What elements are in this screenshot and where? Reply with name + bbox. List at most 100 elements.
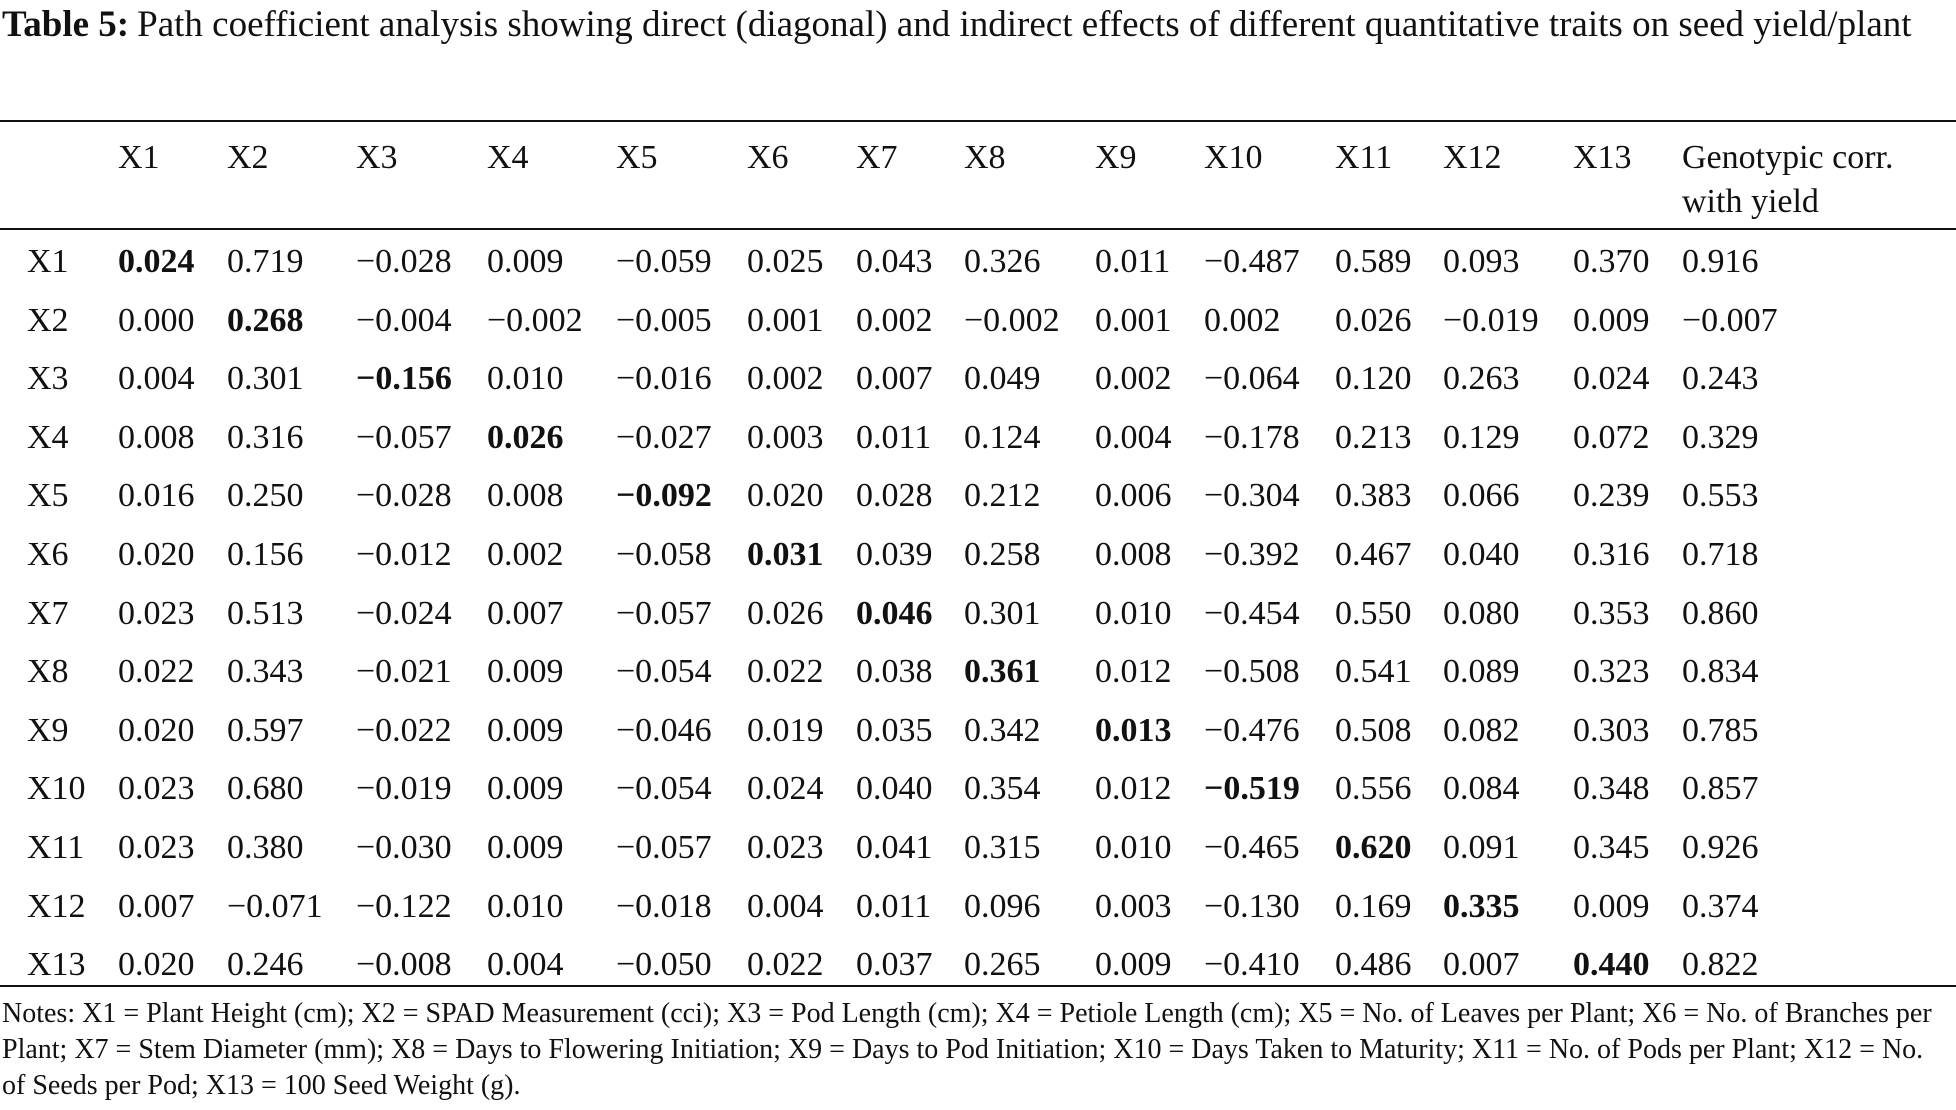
row-header: X13 <box>27 946 86 984</box>
cell-value: −0.002 <box>964 301 1060 339</box>
cell-value: −0.016 <box>616 360 712 398</box>
cell-value: 0.556 <box>1335 770 1412 808</box>
cell-value: 0.091 <box>1443 829 1520 866</box>
cell-value: 0.007 <box>1443 946 1520 984</box>
cell-value: 0.353 <box>1573 594 1650 632</box>
cell-value: −0.027 <box>616 418 712 456</box>
cell-value: 0.508 <box>1335 711 1412 749</box>
row-header: X6 <box>27 536 69 573</box>
cell-value: 0.822 <box>1682 946 1759 984</box>
cell-value: 0.243 <box>1682 360 1759 398</box>
cell-value: 0.040 <box>1443 536 1520 573</box>
cell-value: 0.008 <box>1095 536 1172 573</box>
bottom-rule <box>0 985 1956 987</box>
cell-value: 0.023 <box>118 829 195 866</box>
cell-value: 0.019 <box>747 711 824 749</box>
cell-value: −0.476 <box>1204 711 1300 749</box>
cell-value: 0.246 <box>227 946 304 984</box>
table-notes: Notes: X1 = Plant Height (cm); X2 = SPAD… <box>2 998 1932 1101</box>
cell-value: 0.329 <box>1682 418 1759 456</box>
cell-value: 0.213 <box>1335 418 1412 456</box>
cell-value: 0.024 <box>1573 360 1650 398</box>
row-header: X3 <box>27 360 69 398</box>
column-header: X5 <box>616 139 658 176</box>
cell-value: 0.004 <box>1095 418 1172 456</box>
cell-value: 0.589 <box>1335 243 1412 280</box>
cell-value: 0.002 <box>856 301 933 339</box>
cell-value: 0.008 <box>487 477 564 515</box>
cell-value: −0.028 <box>356 243 452 280</box>
cell-value: 0.009 <box>1573 887 1650 925</box>
cell-value: 0.082 <box>1443 711 1520 749</box>
column-header: X1 <box>118 139 160 176</box>
column-header: X2 <box>227 139 269 176</box>
cell-value: −0.005 <box>616 301 712 339</box>
cell-value: 0.597 <box>227 711 304 749</box>
cell-value: 0.212 <box>964 477 1041 515</box>
cell-value: −0.024 <box>356 594 452 632</box>
row-header: X12 <box>27 887 86 925</box>
cell-value: 0.258 <box>964 536 1041 573</box>
cell-value: −0.019 <box>1443 301 1539 339</box>
cell-value: 0.380 <box>227 829 304 866</box>
cell-value: 0.004 <box>747 887 824 925</box>
cell-value: −0.002 <box>487 301 583 339</box>
column-header: X12 <box>1443 139 1502 176</box>
column-header: X13 <box>1573 139 1632 176</box>
cell-value: −0.465 <box>1204 829 1300 866</box>
cell-value: 0.016 <box>118 477 195 515</box>
row-header: X5 <box>27 477 69 515</box>
cell-value: −0.054 <box>616 770 712 808</box>
cell-value: 0.680 <box>227 770 304 808</box>
cell-value: −0.030 <box>356 829 452 866</box>
cell-value: 0.513 <box>227 594 304 632</box>
column-header: X7 <box>856 139 898 176</box>
cell-value: 0.072 <box>1573 418 1650 456</box>
cell-value: 0.120 <box>1335 360 1412 398</box>
cell-value: −0.007 <box>1682 301 1778 339</box>
column-header: X8 <box>964 139 1006 176</box>
cell-value: −0.057 <box>356 418 452 456</box>
cell-value: 0.467 <box>1335 536 1412 573</box>
cell-value: −0.054 <box>616 653 712 691</box>
cell-value: 0.169 <box>1335 887 1412 925</box>
cell-value: 0.013 <box>1095 711 1172 749</box>
cell-value: 0.003 <box>747 418 824 456</box>
cell-value: 0.004 <box>487 946 564 984</box>
cell-value: −0.130 <box>1204 887 1300 925</box>
cell-value: 0.022 <box>747 653 824 691</box>
cell-value: 0.020 <box>118 946 195 984</box>
cell-value: 0.857 <box>1682 770 1759 808</box>
row-header: X4 <box>27 418 69 456</box>
cell-value: 0.025 <box>747 243 824 280</box>
cell-value: 0.035 <box>856 711 933 749</box>
cell-value: 0.541 <box>1335 653 1412 691</box>
cell-value: 0.023 <box>118 770 195 808</box>
cell-value: 0.383 <box>1335 477 1412 515</box>
cell-value: 0.326 <box>964 243 1041 280</box>
cell-value: 0.440 <box>1573 946 1650 984</box>
cell-value: −0.487 <box>1204 243 1300 280</box>
cell-value: 0.038 <box>856 653 933 691</box>
cell-value: 0.046 <box>856 594 933 632</box>
cell-value: −0.508 <box>1204 653 1300 691</box>
cell-value: 0.026 <box>1335 301 1412 339</box>
cell-value: 0.860 <box>1682 594 1759 632</box>
cell-value: −0.021 <box>356 653 452 691</box>
cell-value: 0.348 <box>1573 770 1650 808</box>
cell-value: 0.316 <box>1573 536 1650 573</box>
cell-value: 0.303 <box>1573 711 1650 749</box>
cell-value: −0.018 <box>616 887 712 925</box>
row-header: X11 <box>27 829 85 866</box>
cell-value: 0.002 <box>487 536 564 573</box>
cell-value: 0.834 <box>1682 653 1759 691</box>
cell-value: −0.019 <box>356 770 452 808</box>
cell-value: 0.009 <box>487 770 564 808</box>
row-header: X2 <box>27 301 69 339</box>
cell-value: 0.028 <box>856 477 933 515</box>
cell-value: 0.265 <box>964 946 1041 984</box>
cell-value: 0.041 <box>856 829 933 866</box>
cell-value: −0.064 <box>1204 360 1300 398</box>
column-header: X3 <box>356 139 398 176</box>
cell-value: 0.020 <box>747 477 824 515</box>
